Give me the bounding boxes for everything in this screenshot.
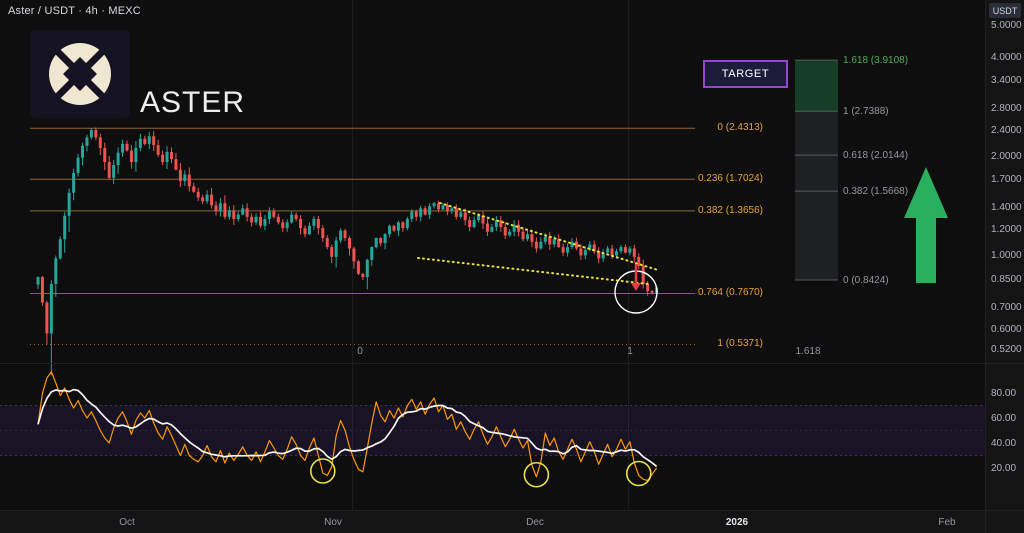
time-axis[interactable]: Oct Nov Dec 2026 Feb — [0, 511, 1024, 533]
indicator-axis-label: 60.00 — [991, 413, 1017, 424]
indicator-axis-label: 20.00 — [991, 463, 1017, 474]
price-axis-label: 1.7000 — [991, 174, 1022, 186]
time-axis-label: Oct — [119, 517, 135, 528]
price-axis-label: 2.0000 — [991, 151, 1022, 163]
time-axis-label: Feb — [938, 517, 956, 528]
price-axis-label: 4.0000 — [991, 51, 1022, 63]
price-axis-label: 0.6000 — [991, 323, 1022, 335]
symbol-title[interactable]: Aster / USDT · 4h · MEXC — [8, 5, 141, 17]
time-axis-label: Nov — [324, 517, 342, 528]
indicator-axis-label: 40.00 — [991, 438, 1017, 449]
aster-logo-icon — [47, 41, 113, 107]
price-axis-label: 0.5200 — [991, 344, 1022, 356]
time-axis-label: Dec — [526, 517, 544, 528]
price-axis-label: 1.4000 — [991, 202, 1022, 214]
price-axis[interactable]: 5.0000 4.0000 3.4000 2.8000 2.4000 2.0000 1.70… — [986, 0, 1024, 510]
price-axis-label: 2.4000 — [991, 125, 1022, 137]
aster-logo — [30, 30, 130, 118]
time-axis-label: 2026 — [725, 517, 749, 528]
price-axis-label: 1.2000 — [991, 224, 1022, 236]
price-axis-label: 3.4000 — [991, 75, 1022, 87]
indicator-axis-label: 80.00 — [991, 388, 1017, 399]
price-axis-label: 5.0000 — [991, 20, 1022, 31]
price-axis-label: 0.8500 — [991, 273, 1022, 285]
price-axis-label: 1.0000 — [991, 250, 1022, 262]
price-axis-label: 0.7000 — [991, 301, 1022, 313]
asset-name-watermark: ASTER — [140, 86, 246, 119]
target-label[interactable]: TARGET — [703, 60, 788, 88]
price-axis-label: 2.8000 — [991, 103, 1022, 115]
quote-currency-badge[interactable]: USDT — [989, 3, 1021, 18]
